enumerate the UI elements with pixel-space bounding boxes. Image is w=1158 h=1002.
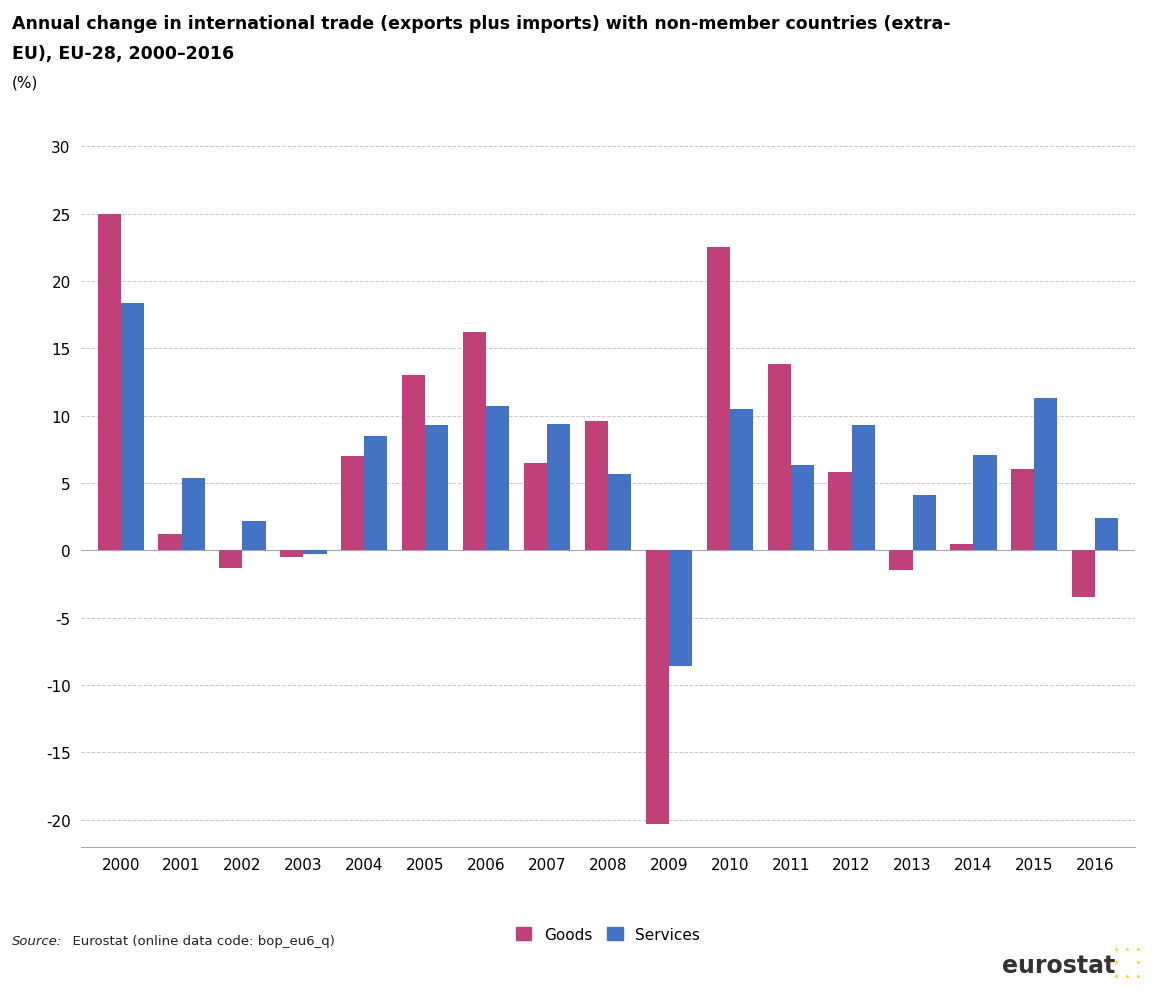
Bar <box>463 333 486 551</box>
Text: EU), EU-28, 2000–2016: EU), EU-28, 2000–2016 <box>12 45 234 63</box>
Text: Source:: Source: <box>12 934 61 947</box>
Bar <box>402 376 425 551</box>
Bar <box>730 410 753 551</box>
Bar <box>669 551 692 666</box>
Bar <box>342 457 365 551</box>
Bar <box>97 214 120 551</box>
Text: Eurostat (online data code: bop_eu6_q): Eurostat (online data code: bop_eu6_q) <box>64 934 335 947</box>
Bar <box>851 426 874 551</box>
Bar <box>608 474 631 551</box>
Bar <box>523 463 547 551</box>
Bar <box>1072 551 1095 598</box>
Bar <box>547 424 570 551</box>
Bar <box>791 466 814 551</box>
Bar <box>303 551 327 555</box>
Text: eurostat: eurostat <box>1002 953 1115 977</box>
Bar <box>646 551 669 824</box>
Text: (%): (%) <box>12 75 38 90</box>
Bar <box>1034 399 1057 551</box>
Bar <box>974 455 997 551</box>
Bar <box>219 551 242 568</box>
Bar <box>486 407 510 551</box>
Bar <box>425 426 448 551</box>
Bar <box>280 551 303 557</box>
Bar <box>951 544 974 551</box>
Bar <box>706 248 730 551</box>
Bar <box>1095 518 1119 551</box>
Bar <box>768 365 791 551</box>
Bar <box>889 551 913 571</box>
Bar <box>120 304 144 551</box>
Bar <box>182 478 205 551</box>
Bar <box>913 496 936 551</box>
Legend: Goods, Services: Goods, Services <box>516 927 699 942</box>
Bar <box>242 521 265 551</box>
Bar <box>1011 470 1034 551</box>
Bar <box>159 535 182 551</box>
Bar <box>365 437 388 551</box>
Bar <box>585 422 608 551</box>
Text: Annual change in international trade (exports plus imports) with non-member coun: Annual change in international trade (ex… <box>12 15 951 33</box>
Bar <box>828 473 851 551</box>
